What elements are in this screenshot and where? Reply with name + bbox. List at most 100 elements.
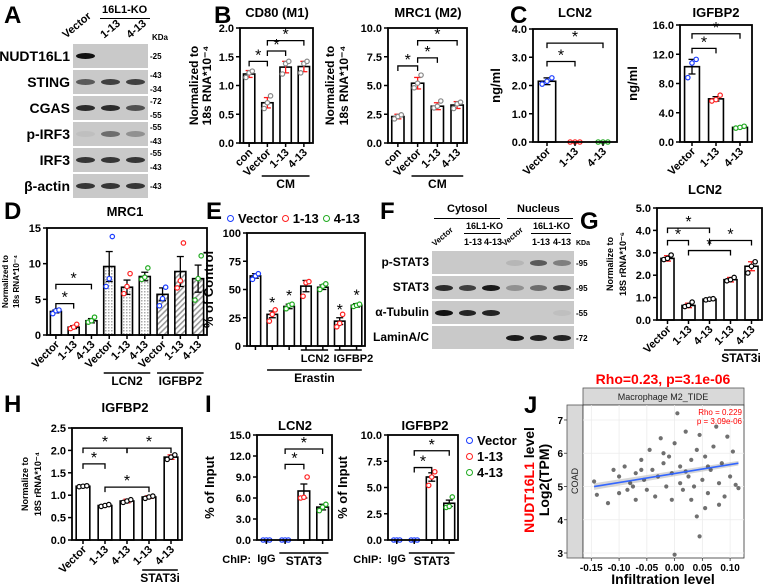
chart-i1-y-tick-label: 15.0 [230,430,251,442]
chart-i1-significance-star: * [301,435,307,452]
chart-c2-significance-bracket [691,47,717,54]
chart-d-data-point [88,317,95,324]
chart-h-y-tick-label: 2.0 [51,445,66,457]
chart-b2-bar [430,105,445,144]
chart-g-significance-bracket [666,227,711,234]
legend-item: 4-13 [466,465,517,480]
chart-g-y-tick-label: 1.0 [636,293,651,305]
chart-i1-y-tick-label: 3.0 [236,514,251,526]
blot-a-mw-marker: -55 [150,123,162,132]
chart-c2-x-label: 1-13 [698,146,722,170]
blot-a-band [126,183,145,189]
chart-c1-data-point [544,78,550,85]
chart-c2-significance-star: * [713,20,719,37]
chart-j-data-point [722,494,727,499]
blot-f-cytosol-label: Cytosol [447,203,488,215]
blot-f-ko-label-nucleus: 16L1-KO [533,221,571,231]
chart-c2-bar [707,98,725,143]
blot-f-band [553,334,571,341]
chart-h-significance-star: * [124,473,130,490]
chart-e-data-point [306,278,312,285]
chart-d-y-tick-label: 15 [29,223,41,235]
chart-c2-x-label: 4-13 [722,146,746,170]
chart-b1-data-point [285,58,292,65]
chart-b1-significance-bracket [266,40,305,46]
blot-a-band [76,53,95,59]
chart-g-data-point [731,274,737,281]
chart-g-y-tick-label: 5.0 [636,203,651,215]
blot-a-band [126,79,145,85]
chart-j-data-point [736,486,741,491]
chart-j-y-tick-label: 6 [557,449,563,460]
blot-a-band [76,157,95,163]
chart-g-data-point [710,295,716,302]
chart-c2-y-tick-label: 12.0 [653,49,674,61]
chart-e-data-point [289,301,295,307]
blot-a-band [101,183,120,189]
chart-d-group-label: IGFBP2 [159,374,203,388]
blot-a-row-label: NUDT16L1 [0,48,70,64]
legend-e: Vector 1-13 4-13 [227,211,360,226]
blot-a-row-label: CGAS [29,100,70,116]
chart-e-bar [316,286,329,347]
chart-j-data-point [686,474,691,479]
chart-e-data-point [339,311,346,318]
chart-j-data-point [672,441,677,446]
chart-b1-y-tick-label: 0.0 [219,138,234,150]
chart-i1-significance-bracket [284,463,305,470]
chart-j-x-tick-label: 0.10 [720,563,740,574]
chart-j-data-point [661,451,666,456]
chart-h-data-point [106,501,112,508]
chart-j-ylabel-gene: NUDT16L1 [521,462,537,533]
chart-j-data-point [705,491,711,496]
chart-c1-ylabel: ng/ml [488,68,503,103]
chart-d-data-point [162,284,169,291]
blot-f-row-label: α-Tubulin [375,304,429,319]
chart-g-group-label: STAT3i [721,351,761,365]
chart-g-significance-star: * [727,226,733,243]
chart-c1-significance-bracket [546,60,576,67]
chart-h-data-point [172,452,178,458]
chart-d-y-tick-label: 5 [35,294,41,306]
chart-b2-x-label: 4-13 [439,147,463,171]
chart-d-frame [46,227,208,336]
panel-label-g: G [580,208,599,235]
chart-i1-y-tick-label: 0.0 [236,535,251,547]
chart-i2-x-label: IgG [388,553,406,565]
chart-c1-y-tick-label: 0.0 [512,137,527,149]
blot-f-band [482,284,500,291]
chart-j-data-point [639,457,644,462]
legend-marker-circle-icon [466,469,473,476]
blot-f-ko-line-nucleus [531,233,571,234]
legend-label: 1-13 [292,211,319,226]
chart-i2-ylabel: % of Input [335,455,350,518]
chart-c1-y-tick-label: 3.0 [512,52,527,64]
chart-b2-significance-bracket [416,57,439,63]
panel-label-d: D [4,198,22,225]
chart-d-y-tick-label: 10 [29,259,41,271]
blot-f-kda-label: KDa [576,240,591,247]
blot-f-nucleus-label: Nucleus [517,203,560,215]
chart-j-data-point [666,454,672,459]
chart-d-group-label: LCN2 [111,374,143,388]
chart-i1-ylabel: % of Input [202,455,217,518]
chart-g-y-tick-label: 4.0 [636,225,651,237]
chart-g-data-point [752,258,758,265]
panel-label-b: B [214,2,232,29]
chart-j-xlabel: Infiltration level [611,571,714,587]
blot-f-nucleus-line [507,218,573,219]
chart-j-regression-line [593,462,739,488]
chart-g-title: LCN2 [688,182,722,197]
chart-b1-title: CD80 (M1) [245,5,309,20]
blot-f-lane-1-13-cytosol: 1-13 [464,237,483,247]
panel-label-i: I [205,391,212,418]
chart-b1-significance-star: * [283,27,289,44]
chart-i2-significance-star: * [429,437,435,454]
legend-item: 1-13 [281,211,319,226]
blot-a-row-label: β-actin [24,178,70,194]
chart-i1-y-tick-label: 6.0 [236,493,251,505]
chart-j-data-point [633,471,638,476]
chart-b2-y-tick-label: 0.0 [367,138,382,150]
chart-d-data-point [180,240,187,246]
chart-g-y-tick-label: 0.0 [636,315,651,327]
